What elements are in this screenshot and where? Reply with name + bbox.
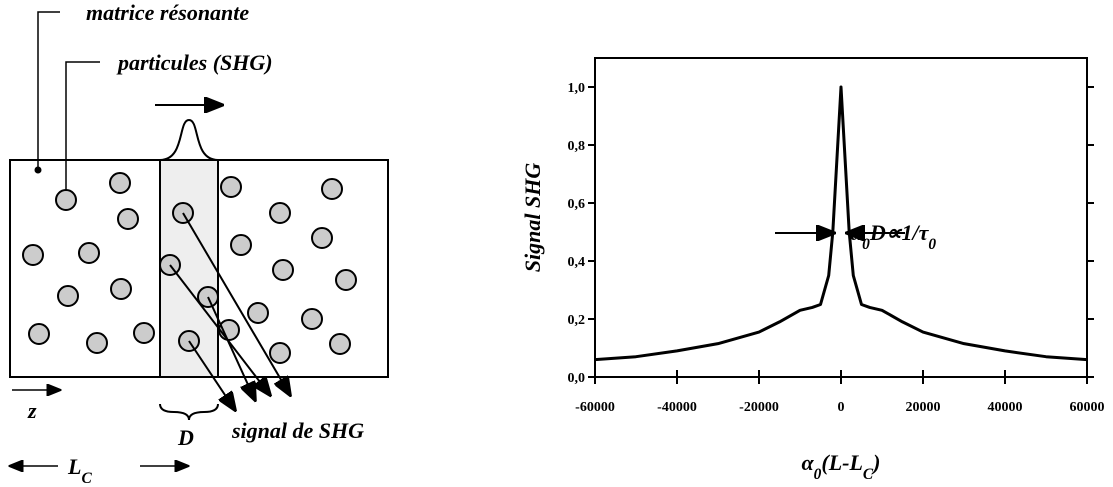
y-tick-label: 0,8 [568,139,586,154]
signal-arrows [169,212,290,410]
chart: 0,0 0,2 0,4 0,6 0,8 1,0 -60000 -40000 -20000 0 200… [520,57,1105,483]
d-label: D [177,425,194,450]
text: (L-L [821,450,863,475]
y-tick-label: 1,0 [568,81,586,96]
leader [37,11,100,200]
x-tick-label: -40000 [657,400,697,415]
x-axis-label: α0(L-LC) [802,450,881,483]
text: D∝1/τ [869,220,930,245]
y-tick-label: 0,0 [568,371,586,386]
x-tick-label: 0 [838,400,845,415]
text: α [802,450,815,475]
signal-label: signal de SHG [231,418,364,443]
diagram: matrice résonante particules (SHG) z D s… [9,0,389,487]
text: α [850,220,863,245]
y-tick-label: 0,4 [568,255,586,270]
subscript: C [863,466,874,483]
length-label: LC [67,454,92,487]
line [594,85,1088,362]
particles-label: particules (SHG) [116,50,273,75]
y-axis-label: Signal SHG [520,163,545,273]
pulse [159,118,219,161]
subscript: 0 [814,466,822,483]
x-tick-label: -60000 [575,400,615,415]
brace [159,403,219,421]
dot [34,166,42,174]
y-tick-label: 0,6 [568,197,586,212]
subscript: 0 [928,236,936,253]
x-tick-label: -20000 [739,400,779,415]
z-label: z [27,398,37,423]
x-tick-label: 60000 [1070,400,1105,415]
y-tick-label: 0,2 [568,313,586,328]
x-tick-label: 40000 [988,400,1023,415]
annotation: α0D∝1/τ0 [850,220,936,253]
medium [9,159,389,378]
text: L [67,454,81,479]
matrix-label: matrice résonante [86,0,249,25]
subscript: 0 [862,236,870,253]
subscript: C [81,470,92,487]
x-tick-label: 20000 [906,400,941,415]
text: ) [871,450,880,475]
